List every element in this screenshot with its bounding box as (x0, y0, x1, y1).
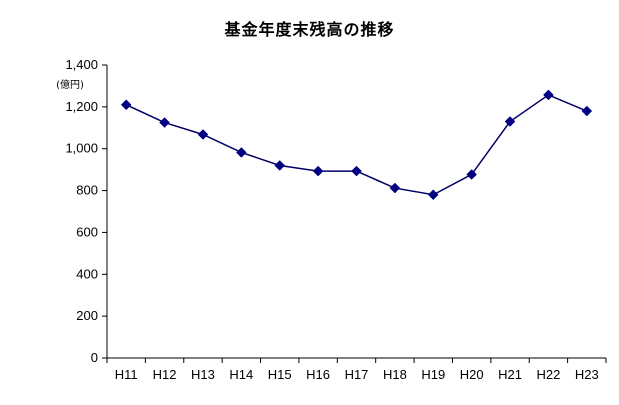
y-tick-label: 800 (76, 183, 98, 198)
y-tick-label: 1,200 (65, 99, 98, 114)
x-tick-label: H13 (191, 367, 215, 382)
y-tick-label: 200 (76, 308, 98, 323)
data-point (235, 147, 247, 158)
data-point (312, 165, 324, 177)
data-point (351, 165, 362, 177)
y-axis-unit: (億円) (56, 78, 84, 91)
data-point (120, 99, 132, 111)
x-tick-label: H12 (153, 367, 177, 382)
x-tick-label: H19 (421, 367, 445, 382)
x-tick-label: H14 (229, 367, 253, 382)
data-point (581, 105, 593, 117)
data-point (543, 89, 554, 101)
y-tick-label: 600 (76, 224, 98, 239)
data-point (159, 117, 170, 128)
y-tick-label: 1,400 (65, 57, 98, 72)
data-point (274, 160, 286, 171)
series-line (125, 94, 588, 196)
data-point (197, 129, 209, 140)
x-tick-label: H18 (383, 367, 407, 382)
x-tick-label: H15 (268, 367, 292, 382)
x-tick-label: H21 (498, 367, 522, 382)
chart-title: 基金年度末残高の推移 (224, 20, 395, 39)
data-point (466, 169, 478, 180)
data-point (504, 116, 516, 127)
x-tick-label: H20 (460, 367, 484, 382)
data-point (427, 189, 439, 201)
x-tick-label: H17 (345, 367, 369, 382)
x-tick-label: H22 (536, 367, 560, 382)
y-tick-label: 1,000 (65, 141, 98, 156)
x-tick-label: H11 (115, 367, 138, 382)
x-tick-label: H23 (575, 367, 599, 382)
data-point (389, 182, 401, 194)
x-tick-label: H16 (306, 367, 330, 382)
y-tick-label: 400 (76, 266, 98, 281)
y-tick-label: 0 (91, 350, 98, 365)
